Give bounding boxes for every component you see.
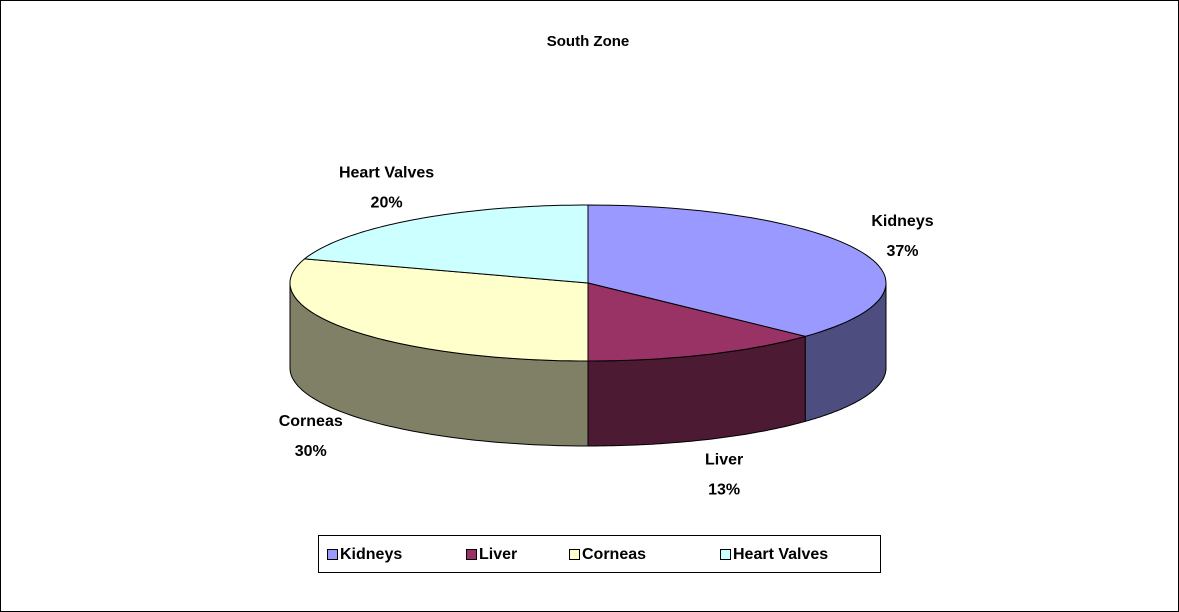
pie-slice xyxy=(587,282,808,362)
slice-label-value: 37% xyxy=(886,243,918,260)
slice-label-value: 13% xyxy=(708,482,740,499)
pie-slice xyxy=(289,258,589,362)
pie-slice xyxy=(303,204,589,284)
legend-label: Liver xyxy=(479,546,517,563)
slice-label-name: Corneas xyxy=(279,413,343,430)
slice-label-value: 30% xyxy=(295,443,327,460)
legend-swatch xyxy=(466,549,477,560)
legend-swatch xyxy=(720,549,731,560)
legend-box xyxy=(318,535,881,573)
slice-label-value: 20% xyxy=(371,195,403,212)
legend-label: Corneas xyxy=(582,546,646,563)
chart-title: South Zone xyxy=(547,33,630,50)
slice-label-name: Kidneys xyxy=(871,213,933,230)
legend-swatch xyxy=(327,549,338,560)
pie-slice xyxy=(587,204,887,337)
legend-label: Kidneys xyxy=(340,546,402,563)
slice-label-name: Liver xyxy=(705,452,743,469)
legend-label: Heart Valves xyxy=(733,546,828,563)
legend-swatch xyxy=(569,549,580,560)
slice-label-name: Heart Valves xyxy=(339,165,434,182)
